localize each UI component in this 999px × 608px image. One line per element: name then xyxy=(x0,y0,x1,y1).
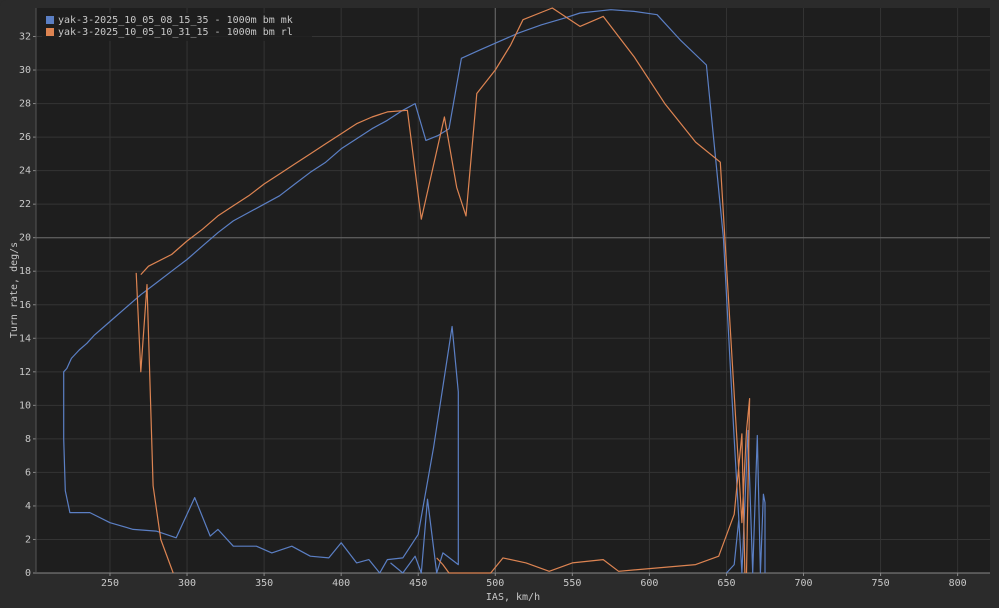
y-tick-label: 8 xyxy=(25,434,31,445)
y-tick-label: 32 xyxy=(19,32,31,43)
y-tick-label: 22 xyxy=(19,199,31,210)
x-tick-label: 250 xyxy=(101,578,119,589)
y-axis-label: Turn rate, deg/s xyxy=(9,242,20,338)
y-tick-label: 12 xyxy=(19,367,31,378)
legend-label: yak-3-2025_10_05_10_31_15 - 1000m bm rl xyxy=(58,27,293,38)
y-tick-label: 10 xyxy=(19,400,31,411)
legend-box xyxy=(42,13,312,41)
x-tick-label: 600 xyxy=(640,578,658,589)
x-tick-label: 400 xyxy=(332,578,350,589)
x-tick-label: 550 xyxy=(563,578,581,589)
y-tick-label: 18 xyxy=(19,266,31,277)
x-tick-label: 800 xyxy=(949,578,967,589)
y-tick-label: 20 xyxy=(19,233,31,244)
y-tick-label: 0 xyxy=(25,568,31,579)
x-tick-label: 450 xyxy=(409,578,427,589)
y-tick-label: 30 xyxy=(19,65,31,76)
y-tick-label: 6 xyxy=(25,467,31,478)
x-tick-label: 300 xyxy=(178,578,196,589)
y-tick-label: 2 xyxy=(25,534,31,545)
plot-area xyxy=(36,8,990,573)
data-line xyxy=(63,9,766,574)
x-axis-label: IAS, km/h xyxy=(486,592,540,603)
x-tick-label: 700 xyxy=(794,578,812,589)
data-line xyxy=(135,7,751,574)
x-tick-label: 350 xyxy=(255,578,273,589)
legend-swatch xyxy=(46,28,54,36)
y-tick-label: 16 xyxy=(19,300,31,311)
y-tick-label: 28 xyxy=(19,99,31,110)
x-tick-label: 500 xyxy=(486,578,504,589)
legend-swatch xyxy=(46,16,54,24)
y-tick-label: 4 xyxy=(25,501,31,512)
x-tick-label: 650 xyxy=(717,578,735,589)
y-tick-label: 26 xyxy=(19,132,31,143)
x-tick-label: 750 xyxy=(872,578,890,589)
legend-label: yak-3-2025_10_05_08_15_35 - 1000m bm mk xyxy=(58,15,293,26)
y-tick-label: 14 xyxy=(19,333,31,344)
y-tick-label: 24 xyxy=(19,166,31,177)
